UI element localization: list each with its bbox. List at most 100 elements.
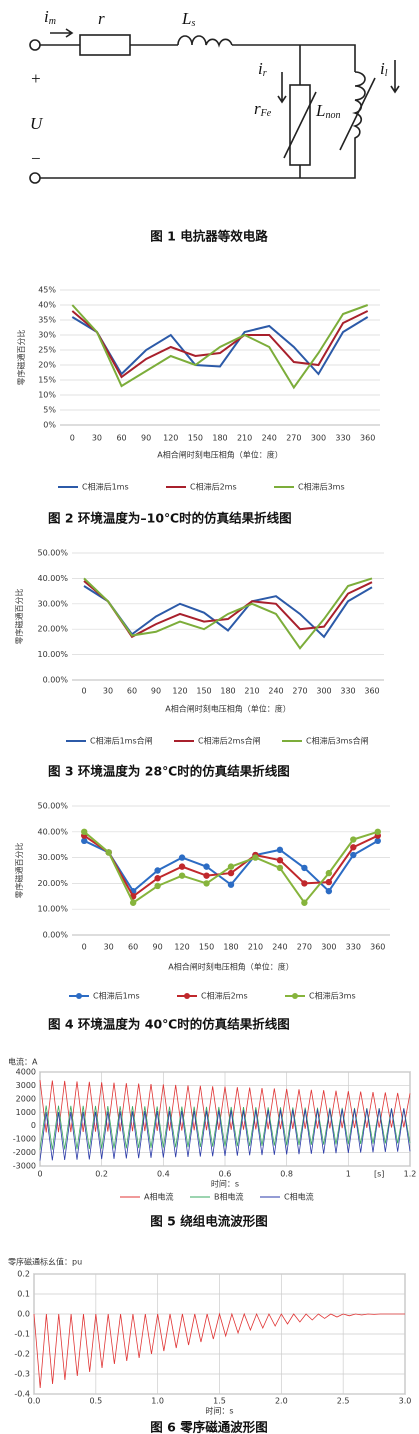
legend-marker [292, 993, 298, 999]
x-tick-label: 60 [127, 687, 137, 696]
x-tick-label: 60 [116, 434, 126, 443]
x-tick-label: 0.5 [89, 1397, 102, 1406]
x-tick-label: 300 [321, 943, 336, 952]
marker [350, 851, 357, 859]
y-tick-label: 40.00% [37, 574, 68, 583]
x-axis-label: A相合闸时刻电压相角（单位：度） [168, 962, 293, 972]
label-base: r [98, 9, 105, 28]
x-tick-label: 180 [223, 943, 238, 952]
label-base: − [30, 149, 41, 168]
series-line [39, 1080, 411, 1133]
x-tick-label: 30 [92, 434, 102, 443]
y-tick-label: 40% [38, 301, 56, 310]
x-tick-label: 0 [70, 434, 75, 443]
y-tick-label: 4000 [16, 1068, 36, 1077]
resistor [79, 34, 131, 56]
y-tick-label: -3000 [13, 1162, 36, 1171]
y-tick-label: 45% [38, 286, 56, 295]
x-tick-label: 210 [237, 434, 252, 443]
x-tick-label: 120 [163, 434, 178, 443]
marker [301, 899, 308, 906]
series-line [39, 1105, 411, 1150]
x-tick-label: 90 [151, 687, 161, 696]
label-sub: m [49, 16, 56, 27]
marker [374, 837, 381, 845]
nonlinear-resistor [289, 84, 311, 166]
terminal [29, 39, 41, 51]
circuit-label: ir [258, 59, 267, 79]
x-tick-label: 210 [248, 943, 263, 952]
circuit-diagram [29, 28, 400, 184]
x-tick-label: 150 [188, 434, 203, 443]
marker [154, 882, 161, 890]
marker [301, 864, 308, 872]
y-tick-label: 10.00% [37, 650, 68, 659]
x-tick-label: 300 [311, 434, 326, 443]
y-tick-label: 1000 [16, 1108, 36, 1117]
y-tick-label: 5% [43, 406, 56, 415]
marker [350, 844, 357, 851]
x-tick-label: 180 [212, 434, 227, 443]
marker [178, 854, 186, 861]
x-tick-label: 240 [262, 434, 277, 443]
series-line [33, 1312, 405, 1389]
x-tick-label: 90 [141, 434, 151, 443]
x-tick-label: 2.5 [337, 1397, 350, 1406]
marker [301, 880, 308, 887]
series-line [71, 310, 369, 379]
label-sub: s [191, 18, 195, 29]
circuit-label: r [98, 9, 105, 28]
y-axis-label: 零序磁通百分比 [16, 330, 26, 386]
marker [252, 854, 259, 861]
marker [325, 869, 333, 877]
y-tick-label: 20.00% [37, 625, 68, 634]
y-tick-label: 2000 [16, 1094, 36, 1103]
y-tick-label: 30% [38, 331, 56, 340]
marker [203, 880, 210, 887]
caption: 图 1 电抗器等效电路 [150, 229, 268, 244]
label-sub: non [325, 110, 340, 121]
nonlinear-mark [283, 91, 317, 159]
y-tick-label: 0.00% [43, 931, 69, 940]
marker [325, 878, 333, 886]
y-tick-label: 30.00% [37, 599, 68, 608]
x-tick-label: 240 [272, 943, 287, 952]
x-tick-label: 90 [153, 943, 163, 952]
label-base: L [181, 9, 191, 28]
y-tick-label: 0.1 [17, 1290, 30, 1299]
x-tick-label: 240 [268, 687, 283, 696]
marker [350, 836, 357, 843]
y-tick-label: 10% [38, 391, 56, 400]
series-line [83, 580, 373, 639]
circuit-label: Ls [181, 9, 195, 29]
circuit-label: il [380, 59, 388, 79]
caption: 图 4 环境温度为 40℃时的仿真结果折线图 [48, 1017, 290, 1032]
marker [276, 846, 284, 854]
y-axis-label: 零序磁通百分比 [14, 589, 24, 645]
y-tick-label: 0% [43, 421, 56, 430]
circuit-label: + [30, 69, 41, 88]
y-axis-label: 零序磁通百分比 [14, 843, 24, 899]
legend-label: C相滞后3ms [298, 482, 345, 492]
series-line [83, 577, 373, 650]
label-base: r [254, 99, 261, 118]
current-arrow [50, 28, 400, 104]
x-tick-label: 2.0 [275, 1397, 288, 1406]
inductor [177, 35, 233, 48]
marker [154, 867, 161, 874]
y-tick-label: 20% [38, 361, 56, 370]
legend-label: C相滞后1ms [93, 991, 140, 1001]
marker [81, 837, 88, 845]
marker [374, 828, 381, 835]
x-tick-label: 150 [196, 687, 211, 696]
marker [81, 828, 88, 835]
label-base: + [30, 69, 41, 88]
x-tick-label: 150 [199, 943, 214, 952]
x-tick-label: 0.6 [219, 1170, 232, 1179]
x-axis-label: A相合闸时刻电压相角（单位：度） [157, 450, 282, 460]
x-tick-label: 1.2 [404, 1170, 417, 1179]
x-tick-label: 330 [346, 943, 361, 952]
y-tick-label: 35% [38, 316, 56, 325]
legend-label: C相电流 [284, 1192, 314, 1202]
